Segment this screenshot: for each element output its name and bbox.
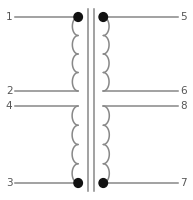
Text: 5: 5: [180, 12, 187, 22]
Circle shape: [99, 179, 108, 187]
Text: 8: 8: [180, 101, 187, 111]
Text: 7: 7: [180, 178, 187, 188]
Text: 2: 2: [6, 86, 13, 96]
Circle shape: [74, 13, 82, 21]
Text: 6: 6: [180, 86, 187, 96]
Circle shape: [74, 179, 82, 187]
Circle shape: [99, 13, 108, 21]
Text: 4: 4: [6, 101, 13, 111]
Text: 3: 3: [6, 178, 13, 188]
Text: 1: 1: [6, 12, 13, 22]
